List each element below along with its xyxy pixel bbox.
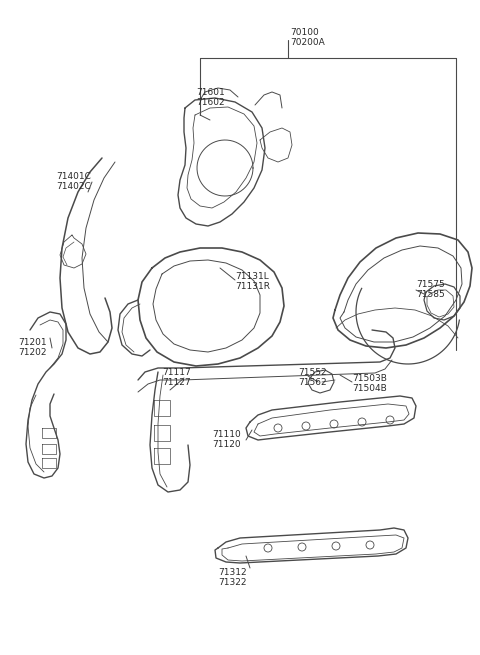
Text: 71401C
71402C: 71401C 71402C xyxy=(56,172,91,191)
Text: 71601
71602: 71601 71602 xyxy=(196,88,225,107)
Text: 71201
71202: 71201 71202 xyxy=(18,338,47,358)
Text: 71552
71562: 71552 71562 xyxy=(298,368,326,387)
Text: 70100
70200A: 70100 70200A xyxy=(290,28,325,47)
Text: 71110
71120: 71110 71120 xyxy=(212,430,241,449)
Text: 71131L
71131R: 71131L 71131R xyxy=(235,272,270,291)
Text: 71117
71127: 71117 71127 xyxy=(162,368,191,387)
Text: 71312
71322: 71312 71322 xyxy=(218,568,247,588)
Text: 71575
71585: 71575 71585 xyxy=(416,280,445,299)
Text: 71503B
71504B: 71503B 71504B xyxy=(352,374,387,394)
